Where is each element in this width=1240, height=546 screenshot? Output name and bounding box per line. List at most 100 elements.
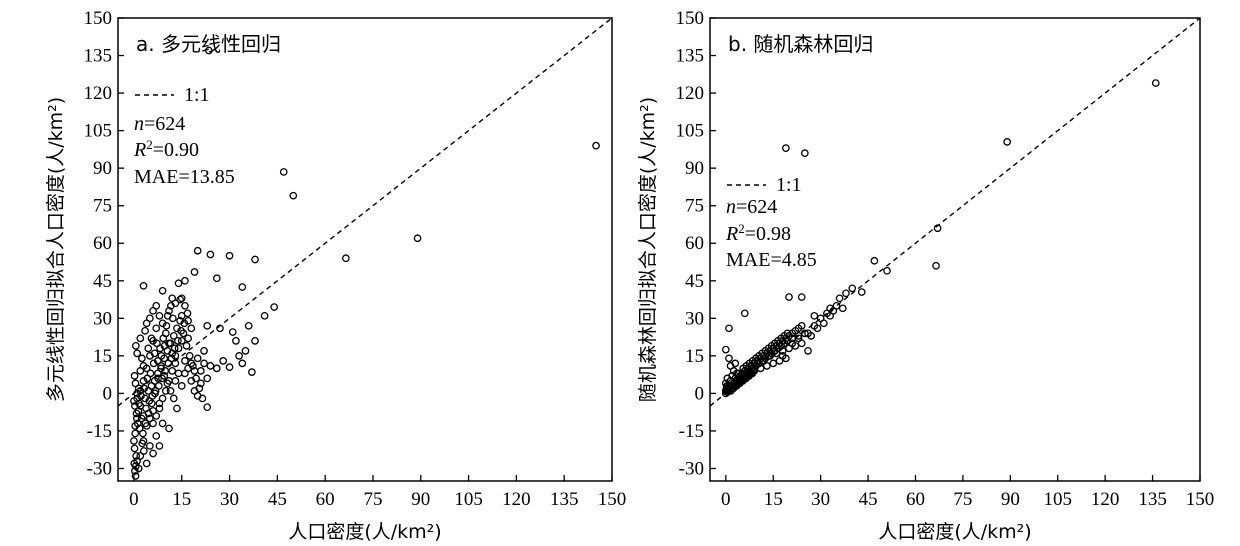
scatter-point (158, 286, 167, 295)
scatter-point (160, 342, 169, 350)
scatter-point (131, 472, 140, 480)
scatter-point (794, 334, 803, 343)
scatter-point (788, 339, 797, 348)
scatter-point (184, 316, 192, 325)
scatter-point (810, 321, 819, 330)
scatter-point (857, 288, 866, 296)
scatter-point (797, 321, 806, 330)
scatter-point (167, 301, 175, 310)
scatter-point (131, 422, 140, 430)
y-tick-label: 90 (685, 158, 704, 179)
scatter-point (158, 374, 166, 383)
scatter-point (225, 251, 234, 260)
scatter-point (171, 377, 180, 385)
panel-title: b. 随机森林回归 (728, 32, 873, 56)
scatter-point (131, 342, 140, 350)
scatter-point (168, 367, 177, 375)
y-axis-title: 随机森林回归拟合人口密度(人/km²) (637, 97, 659, 402)
y-tick-label: 150 (84, 8, 113, 29)
scatter-point (725, 354, 733, 363)
scatter-point (190, 268, 199, 276)
scatter-point (142, 364, 151, 373)
y-tick-label: 0 (103, 383, 113, 404)
scatter-point (413, 234, 422, 243)
x-tick-label: 105 (454, 489, 483, 510)
scatter-point (158, 394, 167, 403)
scatter-point (141, 419, 150, 428)
scatter-point (238, 359, 247, 368)
plot-frame (709, 17, 1201, 482)
scatter-point (149, 449, 157, 458)
scatter-point (810, 311, 819, 320)
scatter-point (185, 352, 194, 360)
scatter-point (197, 379, 205, 388)
scatter-point (153, 369, 162, 378)
scatter-point (169, 394, 178, 403)
x-tick-label: 90 (1001, 489, 1020, 510)
scatter-point (152, 412, 161, 420)
y-tick-label: 150 (676, 8, 705, 29)
scatter-point (778, 352, 787, 360)
scatter-point (187, 377, 196, 385)
scatter-point (142, 459, 151, 468)
scatter-point (157, 352, 166, 360)
scatter-point (816, 314, 825, 323)
scatter-point (835, 294, 844, 303)
y-tick-label: 15 (93, 346, 112, 367)
scatter-point (241, 347, 250, 355)
scatter-point (165, 377, 173, 385)
scatter-point (1003, 138, 1012, 146)
scatter-point (782, 144, 790, 152)
y-tick-label: 105 (676, 121, 705, 142)
scatter-point (130, 437, 138, 445)
scatter-point (212, 274, 221, 283)
scatter-point (138, 439, 147, 448)
scatter-point (177, 326, 185, 335)
x-tick-label: 105 (1043, 489, 1072, 510)
scatter-point (174, 336, 182, 345)
x-axis-title: 人口密度(人/km²) (878, 521, 1031, 543)
scatter-point (1151, 79, 1160, 87)
scatter-point (800, 329, 809, 338)
scatter-point (155, 404, 164, 413)
scatter-points (130, 46, 600, 480)
y-tick-label: 45 (93, 271, 112, 292)
scatter-point (131, 467, 139, 475)
scatter-point (181, 276, 189, 285)
scatter-point (149, 336, 157, 345)
scatter-point (193, 246, 202, 255)
scatter-point (146, 314, 154, 323)
scatter-point (144, 344, 153, 353)
scatter-point (130, 444, 139, 453)
scatter-point (251, 255, 259, 264)
scatter-point (206, 362, 215, 370)
scatter-point (203, 374, 212, 383)
scatter-point (141, 326, 149, 335)
scatter-point (169, 331, 178, 340)
scatter-point (769, 359, 778, 368)
y-tick-label: 75 (685, 196, 704, 217)
scatter-point (219, 357, 228, 365)
scatter-point (244, 321, 253, 330)
y-tick-label: 0 (695, 383, 705, 404)
scatter-point (143, 374, 152, 383)
y-tick-label: 60 (685, 233, 704, 254)
x-tick-label: 0 (721, 489, 731, 510)
scatter-point (152, 301, 161, 310)
scatter-point (204, 46, 213, 55)
scatter-point (139, 447, 148, 455)
legend-label: 1:1 (184, 84, 210, 106)
x-tick-label: 120 (1091, 489, 1120, 510)
scatter-point (721, 345, 730, 354)
scatter-points (721, 79, 1160, 398)
scatter-point (193, 354, 202, 363)
scatter-point (133, 349, 141, 358)
y-tick-label: -15 (87, 421, 112, 442)
scatter-point (154, 374, 163, 383)
scatter-point (193, 392, 202, 400)
panel-title: a. 多元线性回归 (136, 32, 281, 56)
scatter-point (174, 279, 183, 288)
scatter-point (170, 344, 179, 353)
